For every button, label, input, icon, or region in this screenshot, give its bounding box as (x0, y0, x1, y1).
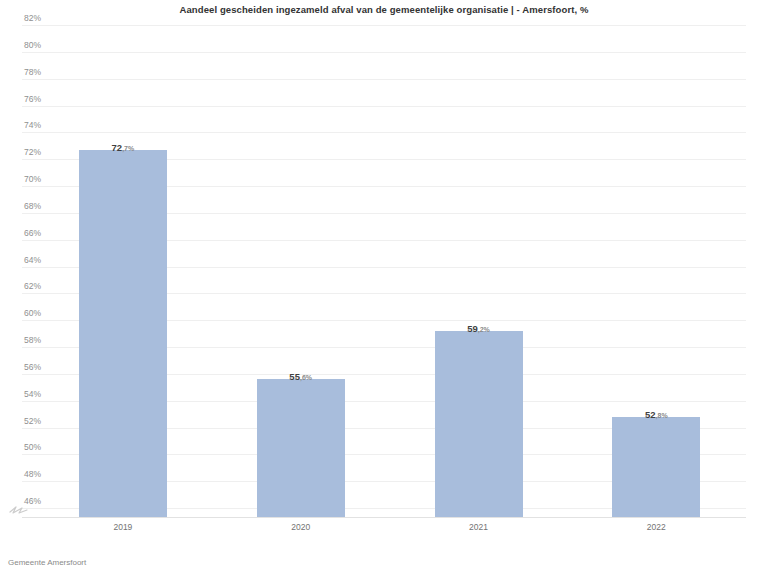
bar-2020[interactable] (257, 379, 345, 517)
y-axis-tick-label: 52% (24, 416, 41, 428)
value-label-integer: 52 (645, 409, 656, 420)
value-label-decimal: ,2% (478, 326, 490, 333)
y-axis-tick-label: 82% (24, 13, 41, 25)
value-label-integer: 59 (467, 323, 478, 334)
y-axis-tick-label: 68% (24, 201, 41, 213)
value-label-2019: 72,7% (112, 137, 135, 155)
y-axis-tick-label: 60% (24, 308, 41, 320)
bar-2022[interactable] (612, 417, 700, 517)
gridline-82 (22, 25, 746, 26)
value-label-2022: 52,8% (645, 404, 668, 422)
gridline-80 (22, 52, 746, 53)
y-axis-tick-label: 48% (24, 469, 41, 481)
y-axis-tick-label: 64% (24, 255, 41, 267)
y-axis-tick-label: 72% (24, 147, 41, 159)
x-axis-label-2021: 2021 (469, 522, 488, 532)
y-axis-tick-label: 54% (24, 389, 41, 401)
gridline-74 (22, 132, 746, 133)
value-label-integer: 72 (112, 142, 123, 153)
value-label-2021: 59,2% (467, 318, 490, 336)
gridline-76 (22, 106, 746, 107)
x-axis-label-2022: 2022 (647, 522, 666, 532)
value-label-decimal: ,7% (122, 145, 134, 152)
value-label-integer: 55 (289, 371, 300, 382)
plot-area: 82% 80% 78% 76% 74% 72% 70% 68% 66% 64% 62% 60% 58% 5… (0, 0, 768, 576)
y-axis-tick-label: 58% (24, 335, 41, 347)
value-label-2020: 55,6% (289, 366, 312, 384)
x-axis-line (22, 517, 746, 518)
y-axis-tick-label: 80% (24, 40, 41, 52)
y-axis-tick-label: 74% (24, 120, 41, 132)
x-axis-label-2019: 2019 (113, 522, 132, 532)
y-axis-tick-label: 70% (24, 174, 41, 186)
y-axis-tick-label: 76% (24, 94, 41, 106)
value-label-decimal: ,6% (300, 374, 312, 381)
y-axis-tick-label: 78% (24, 67, 41, 79)
waste-separation-bar-chart: Aandeel gescheiden ingezameld afval van … (0, 0, 768, 576)
source-label: Gemeente Amersfoort (8, 558, 86, 567)
y-axis-tick-label: 56% (24, 362, 41, 374)
axis-break-icon (9, 504, 29, 516)
y-axis-tick-label: 62% (24, 281, 41, 293)
gridline-78 (22, 79, 746, 80)
y-axis-tick-label: 66% (24, 228, 41, 240)
value-label-decimal: ,8% (656, 412, 668, 419)
bar-2019[interactable] (79, 150, 167, 517)
x-axis-label-2020: 2020 (291, 522, 310, 532)
bar-2021[interactable] (435, 331, 523, 517)
y-axis-tick-label: 50% (24, 442, 41, 454)
